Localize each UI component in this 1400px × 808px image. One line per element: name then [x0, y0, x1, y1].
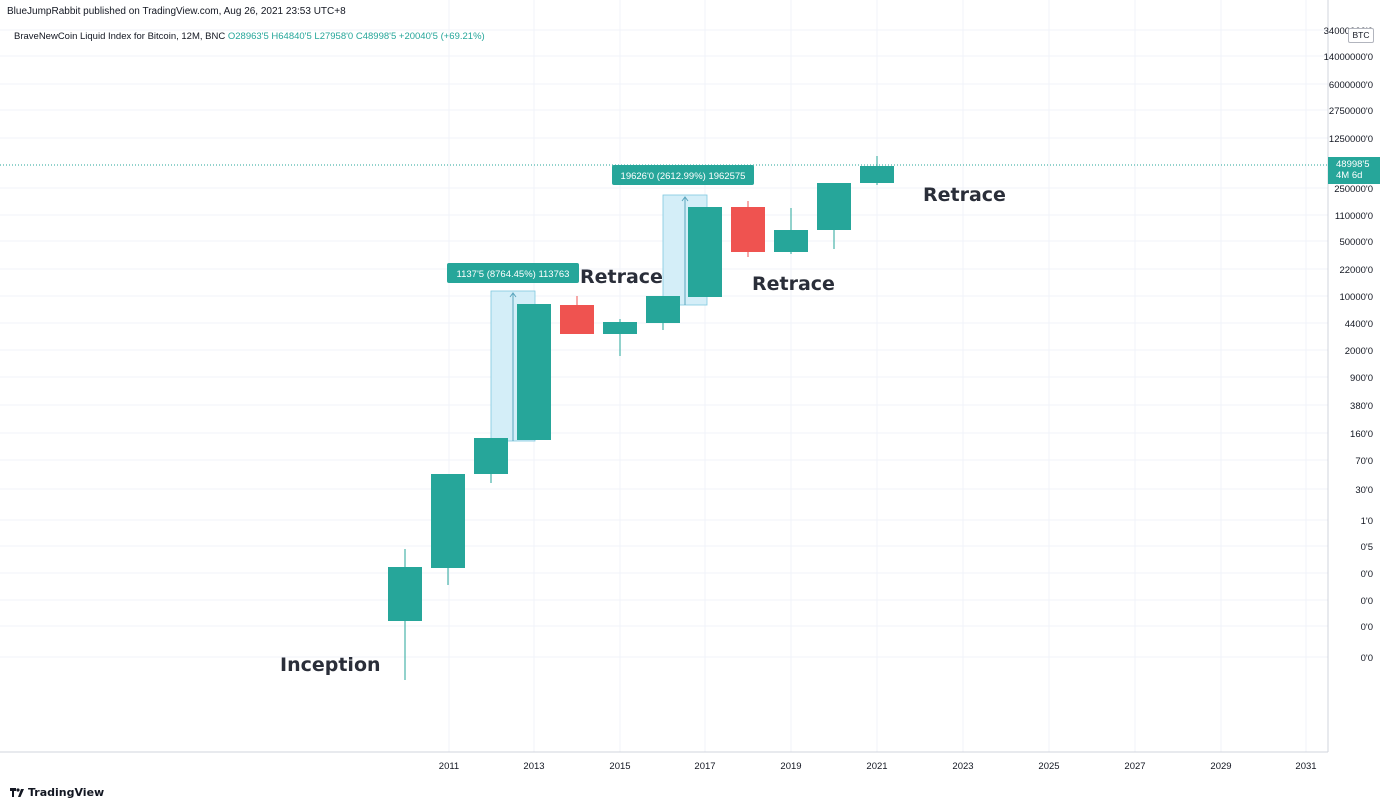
legend-change: +20040'5 (+69.21%): [398, 31, 485, 42]
x-tick-label: 2011: [439, 761, 459, 772]
candle-body-2019: [774, 230, 808, 252]
candle-body-2021: [860, 166, 894, 183]
legend-low: L27958'0: [314, 31, 354, 42]
measure-label: 19626'0 (2612.99%) 1962575: [621, 171, 746, 182]
axis-layer: 34000000'014000000'06000000'02750000'012…: [0, 0, 1373, 772]
x-tick-label: 2013: [523, 761, 544, 772]
candle-body-2014: [560, 305, 594, 334]
tradingview-logo-icon: [10, 787, 24, 797]
y-tick-label: 70'0: [1355, 456, 1373, 467]
candle-countdown: 4M 6d: [1336, 170, 1363, 181]
annotation-inception: Inception: [280, 654, 381, 676]
y-tick-label: 1'0: [1361, 516, 1373, 527]
y-tick-label: 2000'0: [1345, 346, 1373, 357]
y-tick-label: 14000000'0: [1324, 52, 1373, 63]
y-tick-label: 160'0: [1350, 429, 1373, 440]
measure-label: 1137'5 (8764.45%) 113763: [457, 269, 570, 280]
y-tick-label: 1250000'0: [1329, 134, 1373, 145]
y-tick-label: 110000'0: [1335, 211, 1373, 222]
annotation-retrace: Retrace: [580, 266, 663, 288]
x-tick-label: 2017: [694, 761, 715, 772]
candle-body-2017: [688, 207, 722, 297]
x-tick-label: 2025: [1038, 761, 1059, 772]
currency-badge[interactable]: BTC: [1348, 28, 1374, 43]
candle-body-2012: [474, 438, 508, 474]
y-tick-label: 0'0: [1361, 569, 1373, 580]
candle-body-2011: [431, 474, 465, 568]
annotation-layer: Inception Retrace Retrace Retrace: [280, 184, 1006, 676]
annotation-retrace: Retrace: [923, 184, 1006, 206]
y-tick-label: 10000'0: [1339, 292, 1373, 303]
y-tick-label: 4400'0: [1345, 319, 1373, 330]
measure-tag: [447, 263, 579, 283]
x-tick-label: 2021: [866, 761, 887, 772]
legend-high: H64840'5: [271, 31, 312, 42]
measure-tag: [612, 165, 754, 185]
x-tick-label: 2031: [1295, 761, 1316, 772]
last-price-value: 48998'5: [1336, 159, 1370, 170]
y-tick-label: 0'5: [1361, 542, 1373, 553]
x-tick-label: 2027: [1124, 761, 1145, 772]
y-tick-label: 0'0: [1361, 596, 1373, 607]
symbol-name: BraveNewCoin Liquid Index for Bitcoin, 1…: [14, 31, 226, 42]
y-tick-label: 0'0: [1361, 653, 1373, 664]
y-tick-label: 380'0: [1350, 401, 1373, 412]
annotation-retrace: Retrace: [752, 273, 835, 295]
candle-body-2010: [388, 567, 422, 621]
candle-body-2020: [817, 183, 851, 230]
legend-open: O28963'5: [227, 31, 269, 42]
last-price-tag: 48998'5 4M 6d: [1328, 157, 1380, 184]
candle-body-2016: [646, 296, 680, 323]
y-tick-label: 30'0: [1355, 485, 1373, 496]
y-tick-label: 250000'0: [1334, 184, 1373, 195]
candle-layer: [388, 156, 894, 680]
measure-layer: 1137'5 (8764.45%) 113763 19626'0 (2612.99…: [447, 165, 754, 442]
x-tick-label: 2015: [609, 761, 630, 772]
y-tick-label: 900'0: [1350, 373, 1373, 384]
grid-layer: [0, 0, 1328, 752]
candle-body-2015: [603, 322, 637, 334]
measure-arrowhead: [509, 292, 517, 298]
y-tick-label: 2750000'0: [1329, 106, 1373, 117]
y-tick-label: 0'0: [1361, 622, 1373, 633]
tradingview-logo-text[interactable]: TradingView: [28, 786, 105, 799]
symbol-legend: BraveNewCoin Liquid Index for Bitcoin, 1…: [14, 31, 485, 42]
footer: TradingView: [10, 786, 104, 799]
candle-body-2013: [517, 304, 551, 440]
x-tick-label: 2029: [1210, 761, 1231, 772]
y-tick-label: 22000'0: [1339, 265, 1373, 276]
measure-arrowhead: [681, 196, 689, 202]
y-tick-label: 6000000'0: [1329, 80, 1373, 91]
legend-close: C48998'5: [355, 31, 397, 42]
publisher-line: BlueJumpRabbit published on TradingView.…: [7, 6, 346, 17]
x-tick-label: 2023: [952, 761, 973, 772]
x-tick-label: 2019: [780, 761, 801, 772]
y-tick-label: 50000'0: [1339, 237, 1373, 248]
candle-body-2018: [731, 207, 765, 252]
